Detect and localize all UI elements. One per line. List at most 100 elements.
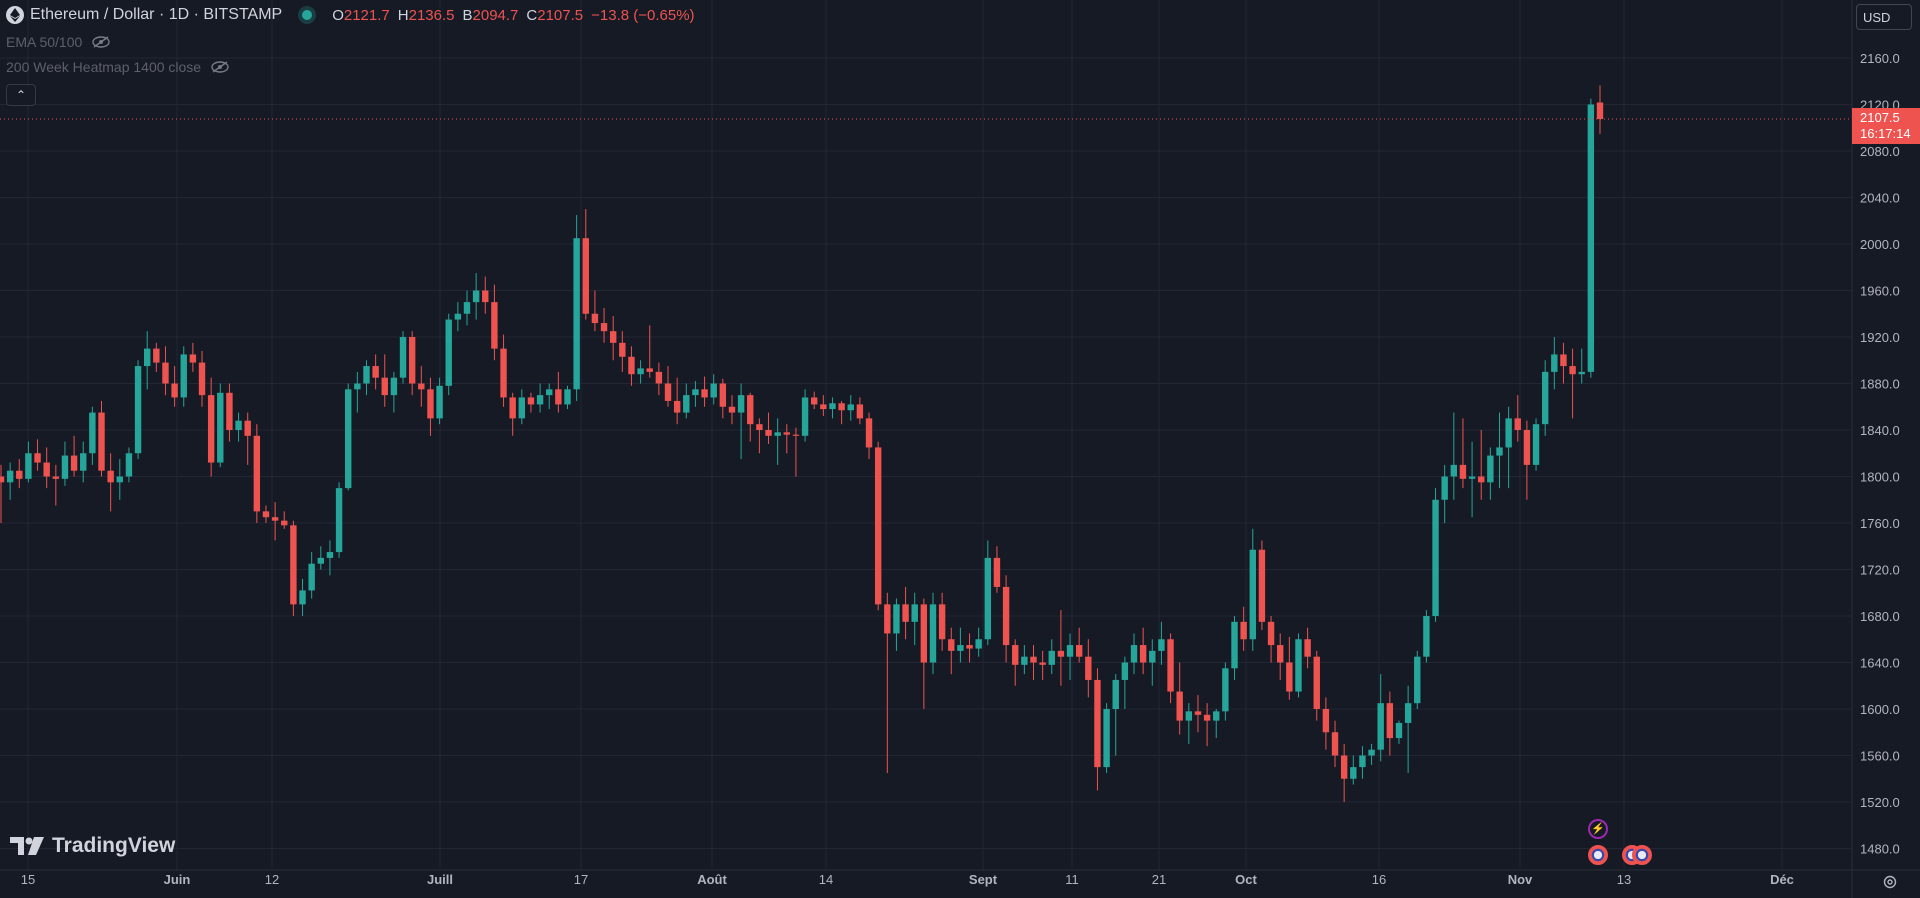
candle-body [820, 404, 827, 410]
candle-body [281, 520, 288, 526]
candle-body [957, 645, 964, 651]
candle-body [518, 397, 526, 419]
candle-body [1030, 656, 1037, 663]
us-flag-event-icon[interactable] [1588, 845, 1608, 865]
candle-body [728, 406, 736, 413]
candle-body [609, 331, 617, 343]
candle-body [189, 354, 197, 363]
candle-body [710, 383, 717, 398]
ethereum-icon [6, 6, 24, 24]
currency-selector[interactable]: USD [1856, 4, 1912, 30]
candle-body [1304, 639, 1311, 657]
candle-body [527, 397, 535, 405]
lightning-event-icon[interactable]: ⚡ [1588, 819, 1608, 839]
us-flag-event-icon[interactable] [1632, 845, 1652, 865]
candle-body [1414, 656, 1421, 704]
x-axis-tick-label: 13 [1617, 872, 1631, 887]
candle-body [171, 383, 178, 398]
candle-body [1560, 354, 1567, 367]
candle-body [747, 395, 754, 425]
candle-body [326, 552, 334, 558]
candle-body [1249, 549, 1256, 640]
candle-body [1368, 749, 1375, 756]
candle-body [1404, 703, 1412, 723]
y-axis-tick-label: 1960.0 [1860, 284, 1900, 299]
x-axis-tick-label: Déc [1770, 872, 1794, 887]
candle-body [865, 418, 873, 448]
x-axis-tick-label: Nov [1508, 872, 1533, 887]
candle-body [555, 389, 562, 405]
candle-body [226, 392, 233, 430]
candle-body [966, 645, 973, 649]
candle-body [107, 470, 114, 483]
candle-body [463, 302, 471, 314]
y-axis-tick-label: 2040.0 [1860, 191, 1900, 206]
candle-body [1066, 645, 1074, 657]
candle-body [317, 557, 324, 564]
candle-body [1130, 645, 1138, 663]
candle-body [509, 397, 516, 419]
eye-off-icon[interactable] [92, 36, 110, 48]
candle-body [372, 366, 379, 378]
candle-body [993, 557, 1001, 587]
candle-body [198, 362, 206, 396]
candle-body [1085, 656, 1092, 680]
candle-body [756, 424, 763, 430]
chevron-up-icon: ⌃ [15, 88, 27, 102]
candle-body [52, 476, 60, 479]
candle-body [1286, 662, 1293, 692]
candle-body [984, 557, 992, 640]
x-axis-tick-label: Août [697, 872, 727, 887]
indicator-heatmap[interactable]: 200 Week Heatmap 1400 close [6, 59, 229, 75]
tradingview-mark-icon [10, 837, 44, 855]
candle-body [536, 395, 544, 405]
last-price-value: 2107.5 [1860, 110, 1900, 125]
candle-body [1057, 650, 1065, 657]
candle-body [134, 366, 142, 454]
candle-body [619, 342, 626, 357]
candle-body [454, 313, 462, 320]
candle-body [765, 430, 772, 436]
eye-off-icon[interactable] [211, 61, 229, 73]
candle-body [43, 462, 50, 477]
x-axis-tick-label: 21 [1152, 872, 1166, 887]
candle-body [116, 476, 123, 483]
symbol-title[interactable]: Ethereum / Dollar · 1D · BITSTAMP [30, 6, 283, 23]
candle-body [774, 432, 781, 436]
candle-body [1340, 755, 1348, 779]
candle-body [920, 604, 928, 663]
candle-body [884, 604, 891, 634]
y-axis-tick-label: 1720.0 [1860, 563, 1900, 578]
candle-body [1012, 645, 1019, 665]
candle-body [1048, 650, 1055, 665]
indicator-ema[interactable]: EMA 50/100 [6, 34, 110, 50]
candle-body [948, 639, 955, 651]
candle-body [783, 432, 790, 435]
candle-body [217, 392, 224, 463]
candle-body [1459, 464, 1467, 479]
collapse-legend-button[interactable]: ⌃ [6, 84, 36, 106]
candle-body [1185, 711, 1193, 721]
candle-body [1176, 691, 1183, 721]
ohlc-values: O2121.7 H2136.5 B2094.7 C2107.5 −13.8 (−… [332, 6, 695, 24]
candle-body [792, 434, 800, 436]
candle-body [1258, 549, 1266, 622]
settings-icon[interactable] [1882, 874, 1898, 890]
candle-body [34, 453, 41, 463]
candle-body [637, 368, 644, 375]
candle-body [701, 389, 708, 398]
symbol-legend: Ethereum / Dollar · 1D · BITSTAMP O2121.… [6, 6, 695, 24]
candle-body [628, 356, 635, 375]
candle-body [874, 447, 882, 605]
candle-body [1139, 645, 1147, 663]
tradingview-logo[interactable]: TradingView [10, 834, 175, 858]
candle-body [299, 590, 306, 605]
candle-body [418, 383, 425, 390]
market-status-dot[interactable] [302, 10, 313, 20]
candle-body [98, 412, 105, 471]
candle-body [0, 476, 5, 483]
x-axis-tick-label: Juill [427, 872, 453, 887]
candle-body [354, 383, 361, 390]
candle-body [1496, 447, 1503, 456]
